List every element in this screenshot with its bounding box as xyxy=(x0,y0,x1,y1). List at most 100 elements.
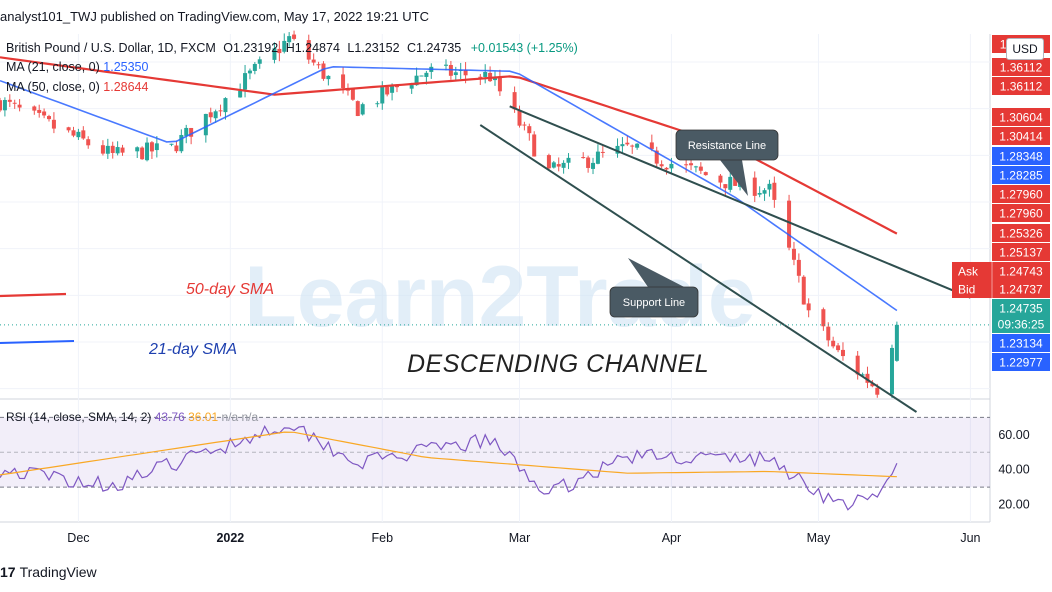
candle[interactable] xyxy=(47,114,52,122)
candle[interactable] xyxy=(581,152,586,159)
candle[interactable] xyxy=(252,62,257,75)
candle[interactable] xyxy=(855,351,860,380)
candle[interactable] xyxy=(203,113,208,143)
candle[interactable] xyxy=(566,153,571,170)
candle[interactable] xyxy=(865,366,870,389)
candle[interactable] xyxy=(174,140,179,154)
candle[interactable] xyxy=(375,101,380,108)
candle[interactable] xyxy=(282,33,287,54)
candle[interactable] xyxy=(840,342,845,361)
candle[interactable] xyxy=(791,241,796,266)
candle[interactable] xyxy=(350,88,355,101)
candle[interactable] xyxy=(615,138,620,158)
candle[interactable] xyxy=(551,160,556,169)
candle[interactable] xyxy=(821,307,826,331)
candle[interactable] xyxy=(306,34,311,64)
candle[interactable] xyxy=(218,104,223,117)
support-line[interactable] xyxy=(479,124,918,413)
price-badge[interactable]: 1.25137 xyxy=(992,243,1050,261)
candle[interactable] xyxy=(208,107,213,123)
candle[interactable] xyxy=(76,128,81,140)
price-badge[interactable]: 1.28348 xyxy=(992,147,1050,165)
candle[interactable] xyxy=(184,124,189,144)
candle[interactable] xyxy=(2,97,7,117)
candle[interactable] xyxy=(684,159,689,173)
candle[interactable] xyxy=(591,157,596,175)
price-badge[interactable]: 1.36112 xyxy=(992,77,1050,95)
candle[interactable] xyxy=(154,136,159,158)
candle[interactable] xyxy=(86,136,91,149)
candle[interactable] xyxy=(360,102,365,116)
candle[interactable] xyxy=(894,321,899,362)
price-badge[interactable]: 1.27960 xyxy=(992,185,1050,203)
candle[interactable] xyxy=(659,160,664,169)
candle[interactable] xyxy=(620,137,625,153)
rsi-legend[interactable]: RSI (14, close, SMA, 14, 2) 43.76 36.01 … xyxy=(6,410,258,424)
candle[interactable] xyxy=(51,112,56,134)
candle[interactable] xyxy=(257,56,262,69)
currency-button[interactable]: USD xyxy=(1006,38,1044,60)
candle[interactable] xyxy=(81,126,86,140)
candle[interactable] xyxy=(272,42,277,64)
candle[interactable] xyxy=(66,126,71,133)
candle[interactable] xyxy=(326,75,331,86)
candle[interactable] xyxy=(223,97,228,120)
candle[interactable] xyxy=(443,59,448,71)
candle[interactable] xyxy=(801,275,806,305)
candle[interactable] xyxy=(625,135,630,146)
candle[interactable] xyxy=(145,137,150,162)
candle[interactable] xyxy=(105,138,110,159)
candle[interactable] xyxy=(595,144,600,165)
candle[interactable] xyxy=(556,157,561,172)
price-badge[interactable]: 1.22977 xyxy=(992,353,1050,371)
price-badge[interactable]: 1.30604 xyxy=(992,108,1050,126)
candle[interactable] xyxy=(630,144,635,154)
price-badge[interactable]: 1.30414 xyxy=(992,127,1050,145)
candle[interactable] xyxy=(762,188,767,201)
rsi-line[interactable] xyxy=(0,424,898,511)
candle[interactable] xyxy=(488,66,493,82)
candle[interactable] xyxy=(12,99,17,109)
candle[interactable] xyxy=(115,141,120,156)
candle[interactable] xyxy=(497,69,502,96)
candle[interactable] xyxy=(718,174,723,188)
candle[interactable] xyxy=(277,40,282,62)
resistance-line[interactable] xyxy=(509,105,971,299)
ma50-legend[interactable]: MA (50, close, 0) 1.28644 xyxy=(6,80,148,94)
candle[interactable] xyxy=(287,32,292,47)
candle[interactable] xyxy=(32,105,37,115)
candle[interactable] xyxy=(311,53,316,66)
candle[interactable] xyxy=(321,61,326,81)
candle[interactable] xyxy=(600,145,605,158)
candle[interactable] xyxy=(527,123,532,141)
candle[interactable] xyxy=(693,165,698,173)
support-callout[interactable]: Support Line xyxy=(609,258,699,318)
candle[interactable] xyxy=(100,140,105,156)
candle[interactable] xyxy=(796,253,801,283)
candle[interactable] xyxy=(889,344,894,398)
candle[interactable] xyxy=(0,97,2,113)
price-badge[interactable]: 1.23134 xyxy=(992,334,1050,352)
candle[interactable] xyxy=(458,62,463,80)
candle[interactable] xyxy=(243,64,248,98)
candle[interactable] xyxy=(316,61,321,69)
symbol-name[interactable]: British Pound / U.S. Dollar, 1D, FXCM xyxy=(6,41,216,55)
candle[interactable] xyxy=(831,336,836,349)
candle[interactable] xyxy=(522,121,527,131)
candle[interactable] xyxy=(772,176,777,208)
candle[interactable] xyxy=(757,186,762,198)
candle[interactable] xyxy=(806,298,811,318)
price-badge[interactable]: 1.24735 xyxy=(992,299,1050,317)
candle[interactable] xyxy=(429,63,434,79)
candle[interactable] xyxy=(37,104,42,118)
candle[interactable] xyxy=(453,66,458,81)
candle[interactable] xyxy=(635,143,640,150)
candle[interactable] xyxy=(483,64,488,84)
rsi-sma-line[interactable] xyxy=(0,431,897,478)
candle[interactable] xyxy=(517,105,522,128)
candle[interactable] xyxy=(292,30,297,41)
candle[interactable] xyxy=(71,126,76,138)
bid-badge[interactable]: Bid 1.24737 xyxy=(952,280,1050,298)
candle[interactable] xyxy=(247,68,252,80)
candle[interactable] xyxy=(140,146,145,160)
